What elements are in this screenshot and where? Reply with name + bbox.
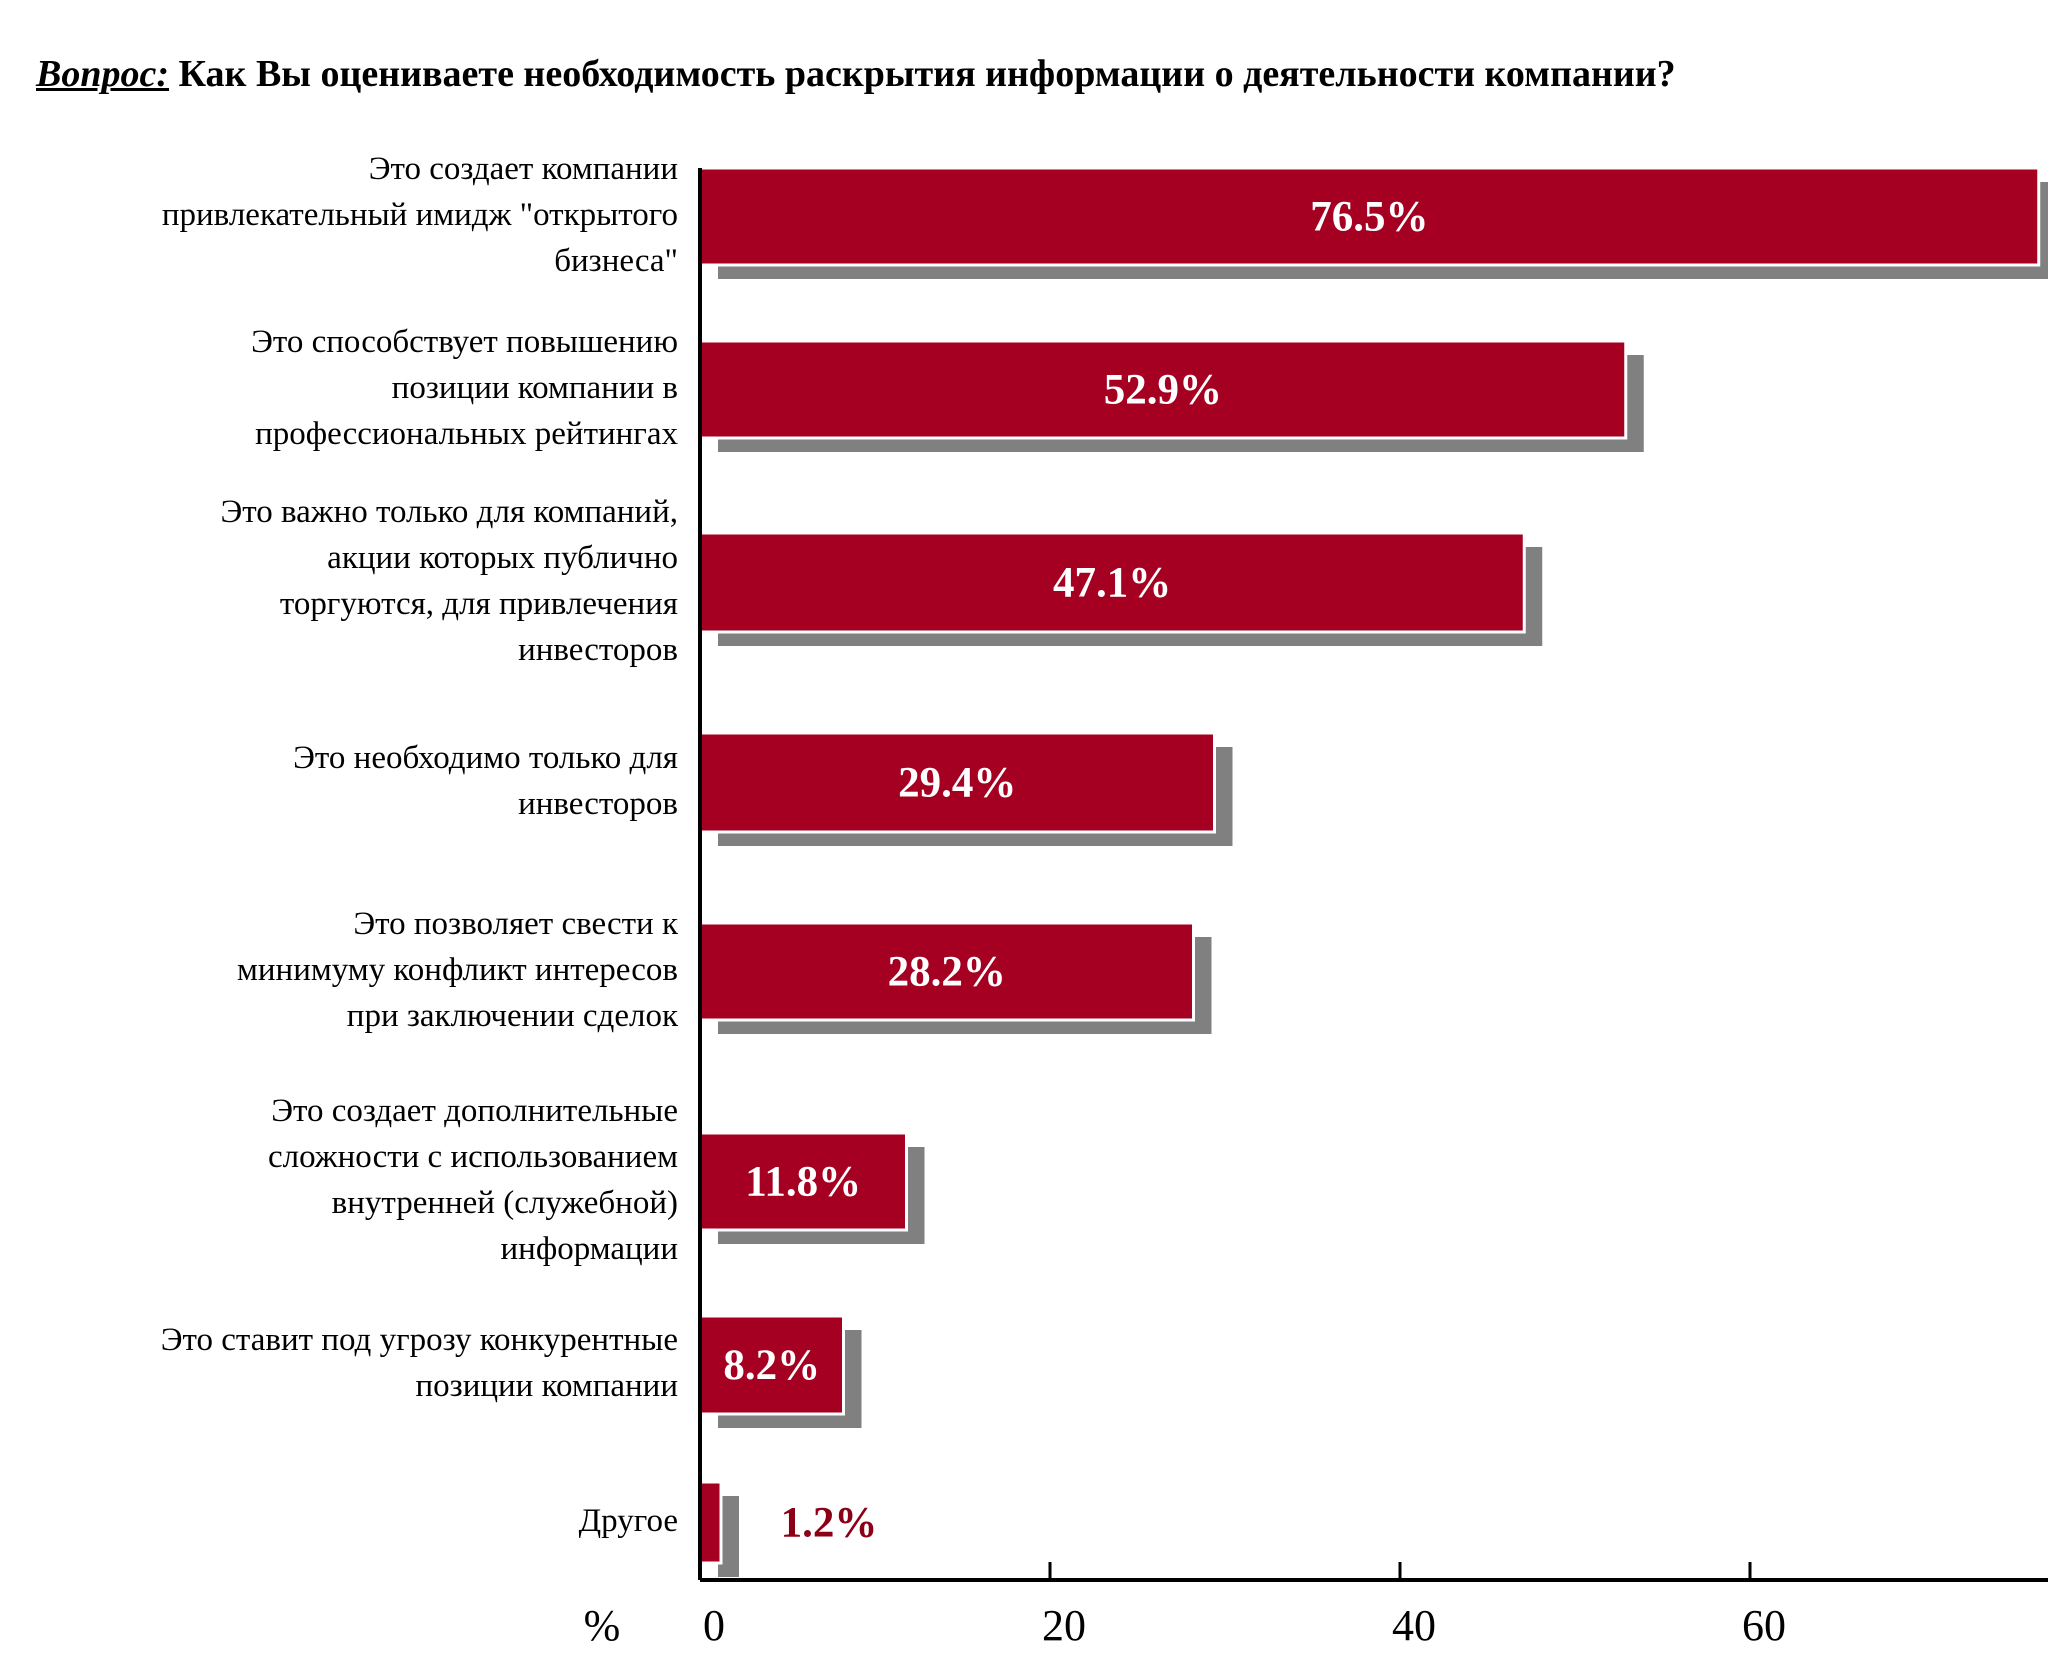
category-label-line: Это способствует повышению <box>251 323 678 360</box>
data-label: 8.2% <box>723 1342 820 1389</box>
bar-shadow <box>718 1496 739 1577</box>
category-label-line: Другое <box>578 1502 678 1539</box>
category-label-line: информации <box>500 1230 679 1267</box>
x-tick-label: 60 <box>1742 1601 1786 1650</box>
category-label-line: акции которых публично <box>327 539 678 576</box>
category-label-line: при заключении сделок <box>346 997 678 1034</box>
category-label-line: Это создает компании <box>368 150 678 187</box>
bar <box>698 339 1628 440</box>
category-label-line: инвесторов <box>518 631 678 668</box>
data-label: 28.2% <box>888 949 1006 996</box>
category-label-line: внутренней (служебной) <box>331 1184 678 1221</box>
data-label: 1.2% <box>781 1500 878 1547</box>
category-label-line: инвесторов <box>518 785 678 822</box>
category-label-line: бизнеса" <box>554 242 678 279</box>
category-label-line: сложности с использованием <box>268 1138 678 1175</box>
category-label: Это способствует повышению позиции компан… <box>0 319 678 457</box>
question-text: Как Вы оцениваете необходимость раскрыти… <box>178 53 1676 95</box>
category-label: Другое <box>0 1498 678 1544</box>
question-label: Вопрос: <box>36 53 169 95</box>
category-label: Это необходимо только для инвесторов <box>0 735 678 827</box>
category-label-line: Это ставит под угрозу конкурентные <box>160 1322 678 1358</box>
data-label: 29.4% <box>898 760 1016 807</box>
bar <box>698 731 1216 834</box>
x-unit-label: % <box>584 1601 621 1650</box>
category-label: Это создает дополнительные сложности с ис… <box>0 1088 678 1272</box>
bar <box>698 1480 723 1565</box>
category-label-line: позиции компании в <box>391 369 678 406</box>
category-label-line: Это позволяет свести к <box>353 905 678 942</box>
data-label: 52.9% <box>1104 367 1222 414</box>
x-tick-label: 40 <box>1392 1601 1436 1650</box>
category-label-line: Это создает дополнительные <box>271 1092 678 1129</box>
bar <box>698 921 1195 1022</box>
category-label-line: позиции компании <box>415 1368 679 1404</box>
x-tick-label: 0 <box>703 1601 725 1650</box>
bar <box>698 1314 845 1416</box>
category-label: Это ставит под угрозу конкурентные позици… <box>0 1317 678 1409</box>
chart-title: Вопрос: Как Вы оцениваете необходимость … <box>36 52 2036 96</box>
bar <box>698 531 1526 634</box>
category-label-line: профессиональных рейтингах <box>255 415 678 452</box>
category-label-line: Это необходимо только для <box>293 739 678 776</box>
category-label: Это создает компании привлекательный имид… <box>0 146 678 284</box>
category-label: Это важно только для компаний, акции кото… <box>0 489 678 673</box>
data-label: 47.1% <box>1053 560 1171 607</box>
data-label: 76.5% <box>1310 194 1428 241</box>
x-tick-label: 20 <box>1042 1601 1086 1650</box>
category-label: Это позволяет свести к минимуму конфликт … <box>0 901 678 1039</box>
category-label-line: минимуму конфликт интересов <box>236 951 678 988</box>
bar <box>698 166 2041 267</box>
category-label-line: Это важно только для компаний, <box>220 493 678 530</box>
category-label-line: привлекательный имидж "открытого <box>161 196 678 233</box>
data-label: 11.8% <box>745 1159 861 1206</box>
category-label-line: торгуются, для привлечения <box>279 585 678 622</box>
